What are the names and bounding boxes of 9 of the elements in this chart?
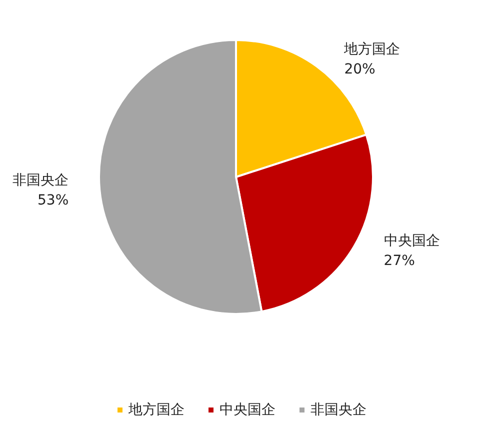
slice-label: 地方国企 [343, 42, 400, 58]
legend-label: 非国央企 [310, 402, 366, 418]
data-label: 53% [38, 192, 69, 209]
data-label: 20% [344, 62, 376, 78]
slice-label: 非国央企 [12, 172, 69, 189]
slice-label: 中央国企 [384, 232, 440, 249]
data-label: 27% [384, 252, 415, 269]
legend-label: 中央国企 [220, 402, 276, 418]
legend-label: 地方国企 [128, 402, 184, 418]
